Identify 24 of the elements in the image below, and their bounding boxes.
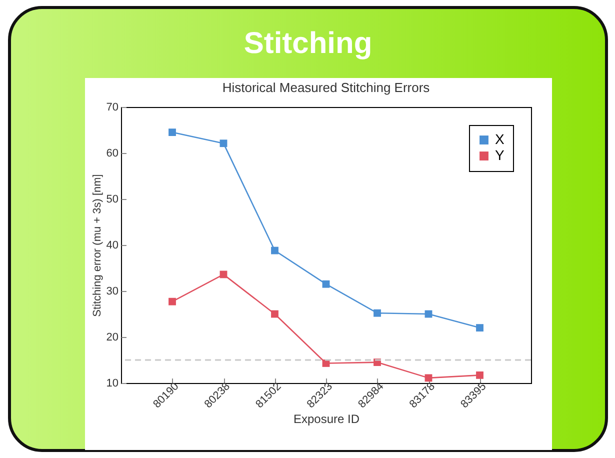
y-tick-label: 40 <box>106 240 118 252</box>
point <box>476 371 484 379</box>
chart-title: Stitching <box>242 27 374 61</box>
y-tick-label: 60 <box>106 148 118 160</box>
point <box>322 280 330 288</box>
point <box>271 310 278 318</box>
chart-subtitle: Historical Measured Stitching Errors <box>222 80 430 95</box>
point <box>168 298 176 306</box>
y-tick-label: 50 <box>106 194 118 206</box>
point <box>271 246 278 254</box>
y-tick-label: 70 <box>106 102 118 114</box>
y-tick-label: 30 <box>106 286 118 298</box>
point <box>168 128 176 136</box>
point <box>424 374 432 382</box>
point <box>476 324 484 332</box>
legend-label: X <box>495 131 505 147</box>
y-axis-title: Stitching error (mu + 3s) [nm] <box>91 174 104 317</box>
y-tick-label: 10 <box>106 378 118 390</box>
point <box>374 309 381 317</box>
point <box>220 270 228 278</box>
x-axis-title: Exposure ID <box>293 412 360 426</box>
point <box>220 140 228 148</box>
y-tick-label: 20 <box>106 332 118 344</box>
legend-label: Y <box>495 147 505 163</box>
